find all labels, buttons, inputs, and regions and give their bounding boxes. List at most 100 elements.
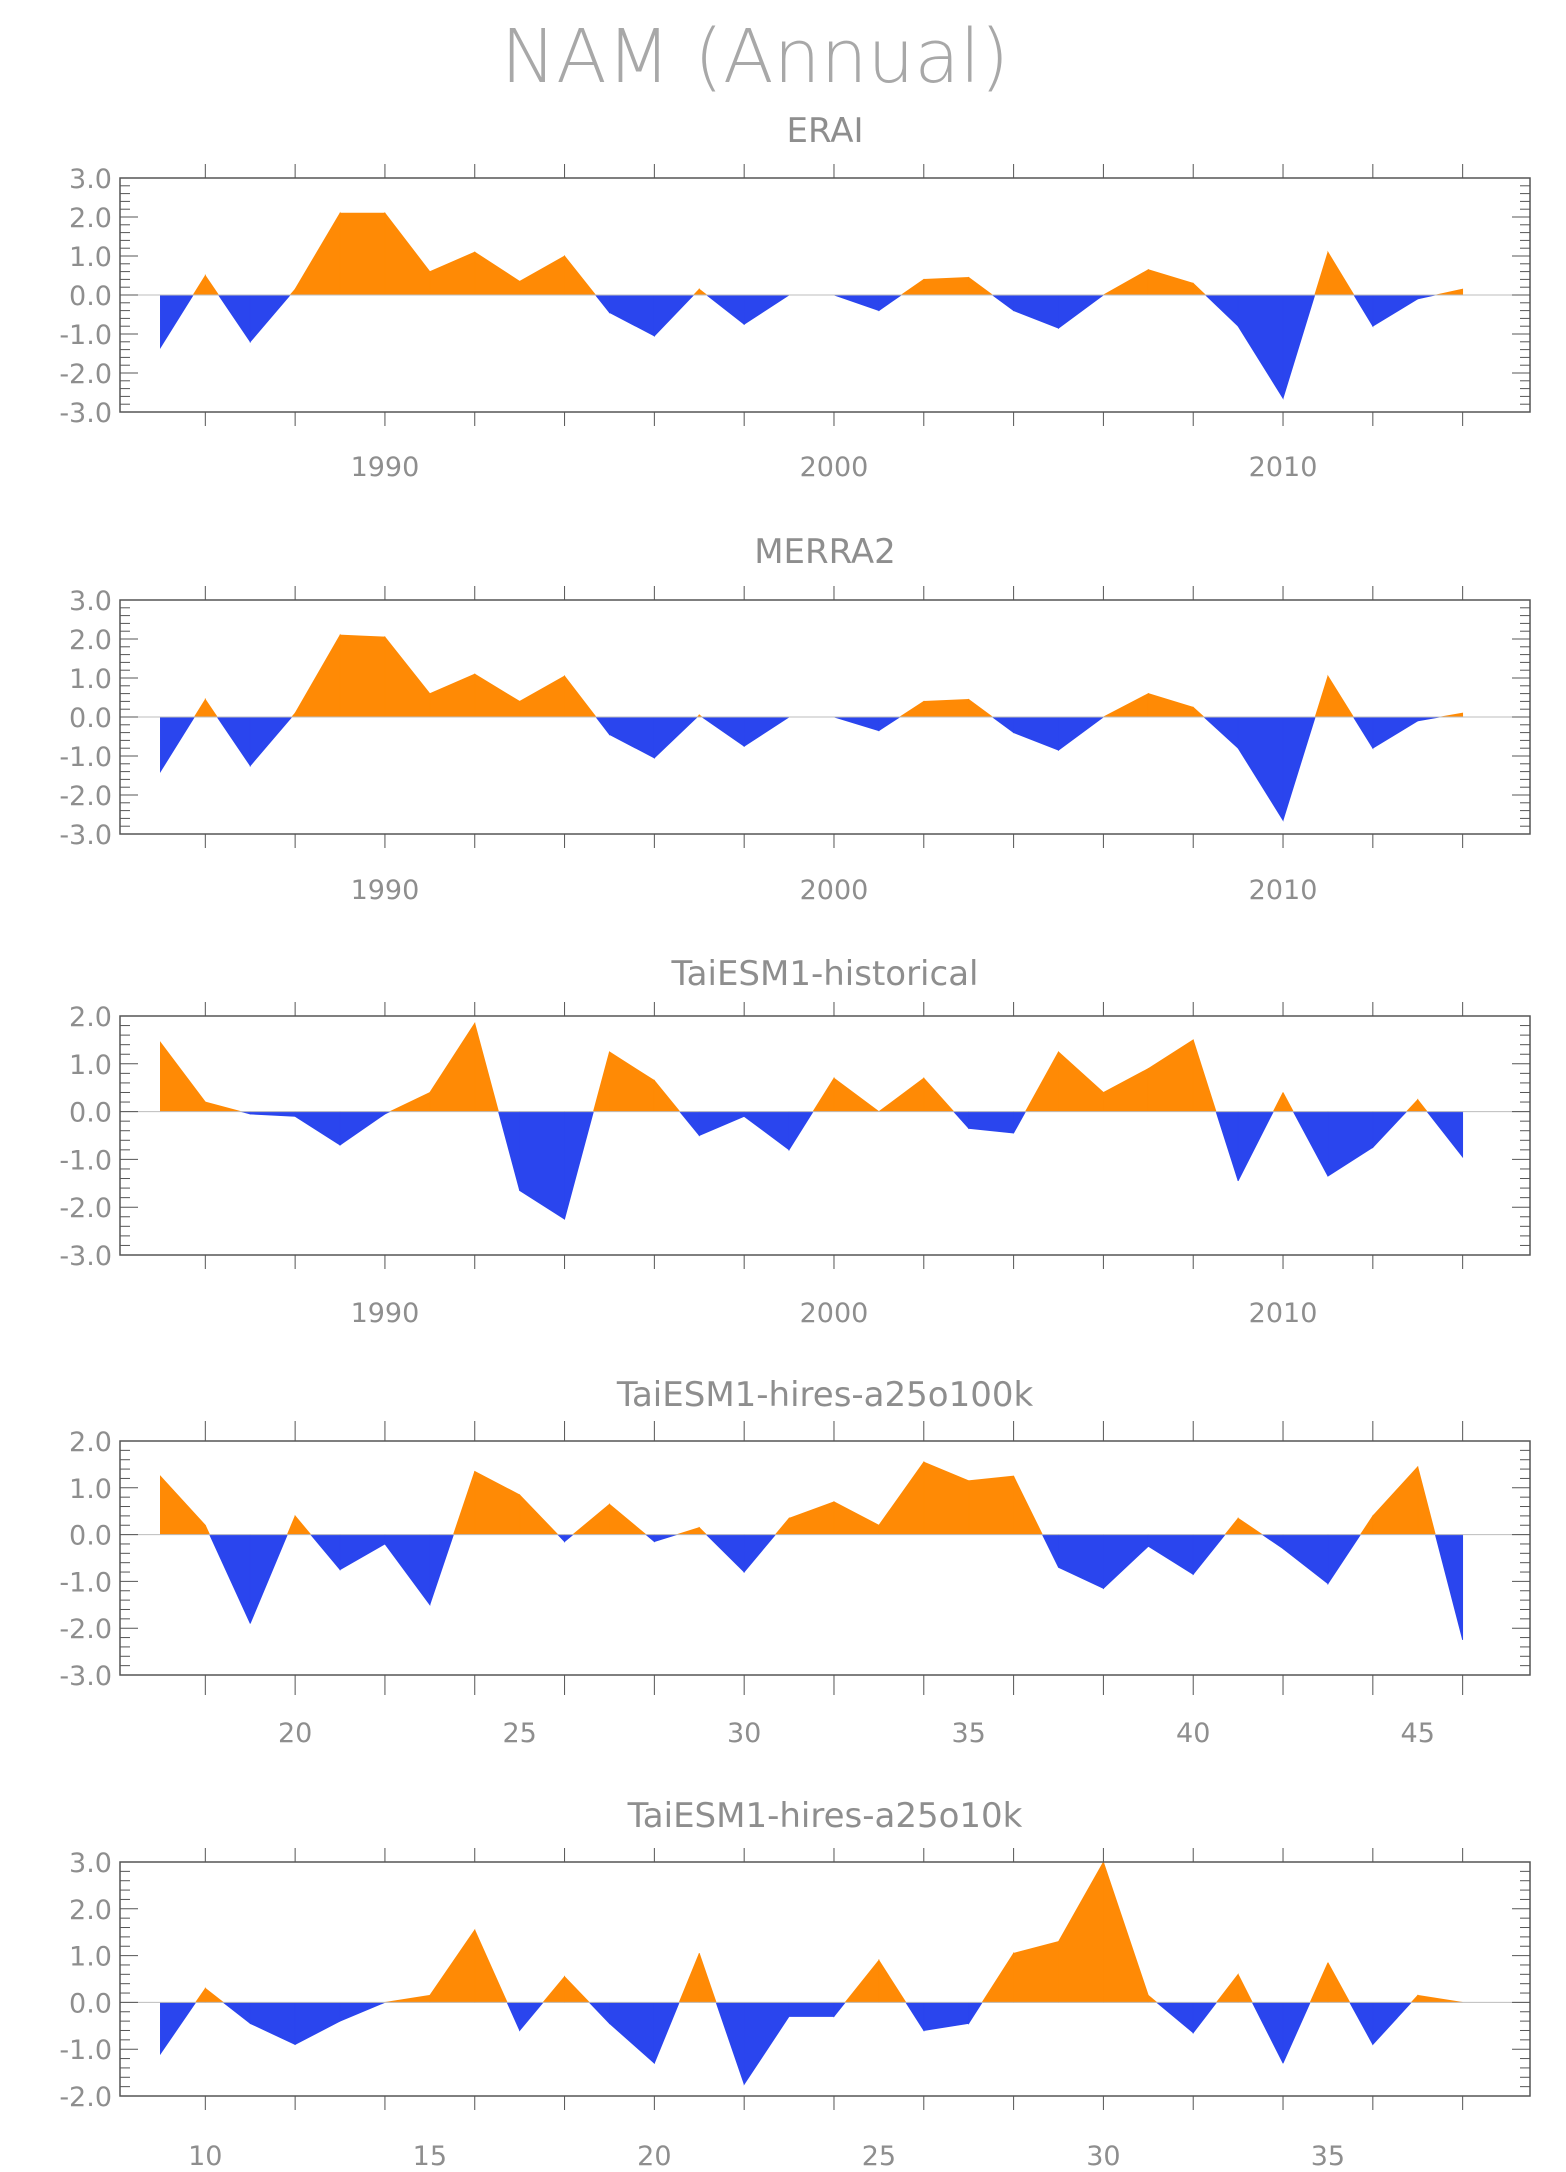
x-tick-label: 25 [502,1718,536,1749]
positive-area [1224,1517,1239,1535]
y-tick-label: -2.0 [59,1193,112,1224]
negative-area [1282,2002,1311,2064]
positive-area [192,274,206,296]
negative-area [1204,294,1239,328]
y-tick-label: -2.0 [59,2082,112,2113]
positive-area [204,1987,225,2003]
positive-area [1417,1994,1463,2003]
negative-area [519,2002,544,2032]
figure-title: NAM (Annual) [501,14,1009,100]
positive-area [1417,1466,1436,1535]
negative-area [653,716,699,759]
positive-area [923,277,970,296]
negative-area [1417,716,1441,722]
positive-area [564,254,597,296]
panel-title: MERRA2 [754,532,896,572]
negative-area [208,1534,251,1624]
positive-area [1440,712,1464,718]
y-tick-label: 2.0 [69,625,112,656]
negative-area [878,716,902,732]
positive-area [812,1076,835,1112]
positive-area [698,1526,708,1535]
negative-area [222,2002,251,2025]
negative-area [1327,1111,1374,1177]
negative-area [595,716,610,736]
positive-area [609,1051,655,1112]
panel-title: TaiESM1-hires-a25o10k [627,1796,1023,1836]
positive-area [923,1461,970,1535]
negative-area [1202,716,1239,750]
negative-area [1013,716,1059,751]
positive-area [1282,1092,1294,1112]
positive-area [1410,1994,1419,2003]
negative-area [384,1534,431,1607]
y-tick-label: 1.0 [69,242,112,273]
positive-area [678,1953,700,2003]
positive-area [877,1077,925,1112]
y-tick-label: -1.0 [59,320,112,351]
negative-area [339,1111,386,1146]
positive-area [204,1101,242,1112]
positive-area [384,211,431,296]
negative-area [653,2002,680,2064]
y-tick-label: 1.0 [69,1050,112,1081]
positive-area [384,1994,431,2003]
positive-area [1417,1098,1428,1112]
negative-area [833,294,880,312]
positive-area [193,698,206,718]
y-tick-label: -2.0 [59,359,112,390]
negative-area [594,294,610,314]
negative-area [1251,2002,1284,2064]
x-tick-label: 1990 [351,1298,420,1329]
negative-area [991,294,1014,312]
negative-area [217,294,251,344]
x-tick-label: 20 [278,1718,312,1749]
positive-area [1272,1092,1284,1112]
positive-area [294,1514,312,1535]
y-tick-label: -1.0 [59,742,112,773]
negative-area [1192,1534,1226,1576]
negative-area [968,1111,1014,1134]
positive-area [564,674,597,718]
negative-area [743,294,791,325]
positive-area [519,675,565,718]
y-tick-label: 2.0 [69,203,112,234]
negative-area [1103,1534,1149,1590]
negative-area [653,1534,677,1543]
x-tick-label: 35 [1311,2141,1345,2172]
y-tick-label: 0.0 [69,1988,112,2019]
negative-area [519,1111,565,1220]
plot-frame [119,1861,1531,2097]
x-tick-label: 2010 [1249,1298,1318,1329]
negative-area [249,294,292,343]
positive-area [1103,1861,1149,2003]
positive-area [1147,269,1194,296]
y-tick-label: -3.0 [59,398,112,429]
negative-area [905,2002,925,2032]
positive-area [1327,250,1355,296]
positive-area [900,278,925,296]
plot-frame [119,1015,1531,1256]
positive-area [653,1079,681,1112]
positive-area [833,1501,880,1535]
negative-area [743,1534,777,1574]
negative-area [1417,294,1436,300]
negative-area [1237,294,1284,400]
positive-area [968,276,994,296]
x-tick-label: 25 [862,2141,896,2172]
negative-area [249,1534,288,1624]
negative-area [705,294,745,326]
negative-area [705,1534,745,1573]
x-tick-label: 1990 [351,875,420,906]
negative-area [788,1111,814,1152]
y-tick-label: 2.0 [69,1002,112,1033]
negative-area [1058,1534,1104,1590]
negative-area [698,1111,745,1137]
positive-area [968,698,994,718]
positive-area [204,1525,211,1535]
positive-area [474,1929,508,2003]
negative-area [715,2002,745,2085]
positive-area [389,1091,431,1112]
negative-area [588,2002,610,2025]
positive-area [1327,674,1355,718]
